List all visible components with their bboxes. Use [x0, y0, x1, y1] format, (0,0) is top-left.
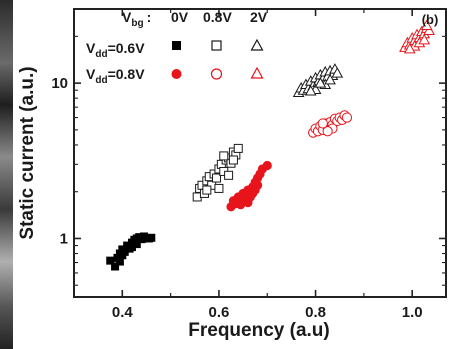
plot-frame [73, 8, 447, 298]
legend-row-vdd-0.6: Vdd=0.6V [86, 40, 145, 60]
x-axis-ticks: 0.4 0.6 0.8 1.0 [73, 9, 423, 321]
data-point [212, 173, 222, 183]
series-vdd-0.6V-vbg-0.8V [192, 143, 243, 202]
y-axis-label: Static current (a.u.) [17, 66, 38, 239]
data-point [403, 42, 416, 54]
x-axis-label: Frequency (a.u) [188, 320, 329, 341]
data-point [262, 160, 272, 171]
legend-marker-circle-filled [171, 69, 182, 79]
legend-row-vdd-0.8: Vdd=0.8V [86, 66, 145, 86]
data-point [132, 234, 141, 243]
data-point [317, 118, 328, 129]
data-point [120, 247, 129, 256]
legend-marker-triangle-open-black [250, 38, 264, 51]
data-point [214, 183, 224, 193]
data-point [132, 240, 141, 249]
data-point [233, 143, 243, 153]
data-point [111, 262, 120, 271]
legend-marker-square-open [211, 40, 222, 51]
data-point [147, 233, 156, 242]
panel-label: (b) [422, 12, 439, 27]
data-point [127, 243, 136, 252]
series-vdd-0.8V-vbg-0.8V [308, 110, 353, 138]
y-axis-ticks: 1 10 [51, 8, 446, 286]
data-point [331, 67, 344, 78]
data-point [243, 198, 253, 208]
data-point [324, 73, 336, 85]
series-vdd-0.6V-vbg-2V [292, 63, 344, 98]
data-point [420, 19, 433, 30]
data-point [228, 155, 238, 165]
data-point [219, 151, 229, 161]
legend-col-2v: 2V [250, 9, 268, 25]
data-point [202, 185, 212, 195]
photo-strip [0, 0, 13, 349]
legend-col-0v: 0V [171, 9, 189, 25]
data-point [140, 232, 149, 241]
data-point [314, 77, 327, 88]
x-tick-label: 0.4 [112, 304, 134, 321]
data-point [115, 257, 124, 266]
data-point [236, 200, 246, 210]
data-point [248, 188, 258, 199]
x-tick-label: 0.6 [209, 304, 230, 321]
data-point [252, 180, 263, 190]
legend: Vbg: 0V 0.8V 2V Vdd=0.6V Vdd=0.8V [86, 9, 268, 86]
legend-marker-square-filled [172, 41, 181, 50]
series-vdd-0.8V-vbg-0V [226, 160, 272, 212]
data-point [304, 84, 317, 96]
y-tick-label: 1 [60, 230, 68, 247]
data-point [418, 33, 431, 45]
y-tick-label: 10 [51, 75, 68, 92]
data-point [423, 24, 435, 36]
legend-marker-circle-open [210, 68, 223, 80]
data-points [106, 19, 435, 271]
legend-marker-triangle-open-red [250, 66, 264, 79]
x-tick-label: 0.8 [305, 304, 326, 321]
data-point [224, 170, 234, 180]
legend-header: Vbg: [122, 9, 151, 29]
series-vdd-0.8V-vbg-2V [399, 19, 435, 54]
data-point [341, 112, 353, 123]
series-vdd-0.6V-vbg-0V [106, 232, 156, 271]
data-point [106, 256, 115, 265]
x-tick-label: 1.0 [402, 304, 423, 321]
legend-col-0.8v: 0.8V [203, 9, 232, 25]
data-point [322, 126, 333, 137]
